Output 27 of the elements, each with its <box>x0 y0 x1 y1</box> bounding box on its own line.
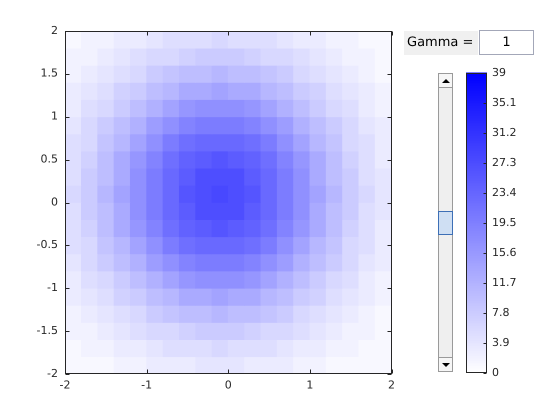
color-bar-label: 23.4 <box>492 186 516 199</box>
color-bar-label: 11.7 <box>492 276 516 289</box>
x-tick-label: 1 <box>306 378 314 392</box>
color-bar-label: 15.6 <box>492 246 516 259</box>
text-field: 1 <box>479 30 534 55</box>
y-tick-label: 0 <box>51 195 58 208</box>
y-tick-label: 1 <box>51 110 58 123</box>
label-box: Gamma = <box>404 31 478 55</box>
color-bar-label: 31.2 <box>492 126 516 139</box>
x-tick-label: -2 <box>60 378 70 392</box>
x-tick-label: -1 <box>141 378 152 392</box>
y-tick-label: -0.5 <box>36 238 58 252</box>
color-bar-label: 0 <box>492 366 499 379</box>
y-tick-label: 2 <box>51 24 58 37</box>
y-tick-label: 0.5 <box>40 152 58 166</box>
color-bar-label: 7.8 <box>492 306 510 319</box>
color-bar-label: 19.5 <box>492 216 516 229</box>
y-tick-label: 1.5 <box>40 66 58 80</box>
x-tick-label: 2 <box>388 378 395 392</box>
y-tick-label: -1.5 <box>36 324 58 337</box>
color-bar-label: 27.3 <box>492 156 516 169</box>
y-tick-label: -2 <box>47 366 58 380</box>
x-tick-label: 0 <box>224 378 232 392</box>
color-bar-label: 39 <box>492 66 506 79</box>
y-tick-label: -1 <box>47 281 58 294</box>
color-bar-label: 35.1 <box>492 96 516 109</box>
color-bar-label: 3.9 <box>492 336 510 349</box>
